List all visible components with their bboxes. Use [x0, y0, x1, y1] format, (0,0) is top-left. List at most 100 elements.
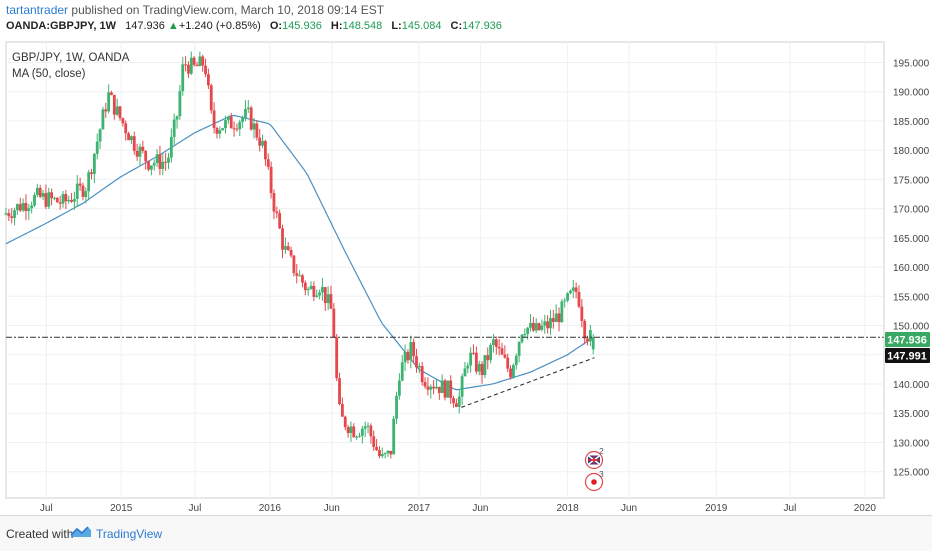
author-link[interactable]: tartantrader [6, 3, 69, 17]
candle [329, 285, 333, 309]
candle-body [489, 345, 493, 361]
open-value: 145.936 [282, 20, 322, 32]
candle-body [309, 285, 313, 289]
legend-ma[interactable]: MA (50, close) [12, 68, 86, 80]
candle [369, 423, 373, 444]
candle [378, 446, 381, 459]
candle [494, 336, 498, 355]
candle-body [329, 294, 333, 309]
candle-body [18, 204, 22, 211]
candle-body [355, 436, 359, 438]
tradingview-logo-icon[interactable] [70, 524, 92, 540]
candle [246, 100, 250, 113]
candle-body [363, 426, 367, 429]
y-tick-label: 150.000 [893, 322, 930, 333]
candle [520, 333, 524, 344]
candle-body [323, 287, 327, 304]
grid [6, 42, 884, 498]
candle-body [135, 150, 139, 157]
candles[interactable] [4, 51, 595, 459]
candle [35, 183, 39, 198]
x-tick-label: Jun [324, 503, 340, 514]
price-chart[interactable]: 195.000 190.000 185.000 180.000 175.000 170.0… [0, 0, 932, 515]
candle-body [332, 308, 336, 338]
candle [346, 424, 350, 438]
candle-body [466, 365, 470, 369]
candle [218, 126, 222, 139]
candle-body [560, 301, 564, 323]
candle [509, 365, 512, 380]
candle-body [326, 294, 330, 304]
candle-body [249, 107, 253, 130]
candle-body [335, 337, 339, 379]
last-price-tag-label: 147.936 [887, 335, 927, 347]
candle-body [198, 56, 202, 67]
candle-body [175, 116, 179, 120]
candle-body [546, 321, 550, 329]
candle [55, 197, 59, 203]
candle [514, 353, 518, 370]
candle-body [73, 198, 76, 202]
candle [591, 334, 595, 355]
support-trendline[interactable] [461, 357, 595, 408]
candle [549, 309, 552, 336]
candle [512, 363, 515, 379]
candle-body [92, 153, 96, 174]
candle [326, 286, 330, 311]
candle [546, 315, 550, 334]
low-value: 145.084 [401, 20, 442, 32]
candle [175, 115, 179, 129]
candle-body [460, 376, 464, 397]
candle-body [187, 64, 190, 74]
candle-body [514, 355, 518, 366]
candle [16, 203, 19, 215]
candle-body [13, 210, 16, 218]
candle [184, 56, 187, 72]
ma-value-tag: 147.991 [885, 348, 930, 363]
candle-body [566, 293, 569, 301]
tradingview-brand-link[interactable]: TradingView [96, 527, 163, 541]
candle [483, 355, 487, 378]
event-flag-uk[interactable]: 2 [584, 446, 605, 470]
candle-body [209, 85, 213, 111]
candle [98, 128, 102, 150]
candle [383, 452, 387, 459]
x-tick-label: 2018 [556, 503, 579, 514]
candle-body [432, 386, 435, 389]
candle [61, 191, 65, 208]
candle-body [286, 246, 290, 251]
x-tick-label: Jul [40, 503, 53, 514]
candle [269, 161, 273, 199]
event-news-jp[interactable]: 3 [584, 469, 605, 492]
candle-body [41, 193, 45, 197]
candle [169, 128, 173, 163]
ma-value-tag-label: 147.991 [887, 351, 927, 363]
candle [275, 206, 279, 219]
candle [397, 373, 401, 400]
candle-body [221, 128, 225, 131]
candle [206, 68, 210, 89]
candle [437, 386, 441, 400]
y-tick-label: 180.000 [893, 146, 930, 157]
candle [432, 379, 435, 395]
candle-body [429, 386, 433, 390]
candle-body [412, 342, 416, 357]
candle-body [107, 92, 111, 112]
candle-body [75, 183, 79, 199]
candle [258, 129, 262, 152]
candle-body [283, 246, 287, 250]
candle [235, 123, 239, 132]
candle [255, 120, 259, 141]
candle-body [523, 334, 527, 336]
close-value: 147.936 [462, 20, 502, 32]
candle [455, 398, 458, 408]
x-tick-label: Jun [621, 503, 637, 514]
candle-body [457, 396, 461, 407]
candle-body [469, 352, 473, 366]
candle-body [386, 450, 390, 454]
last-price-tag: 147.936 [885, 332, 930, 347]
candle [489, 343, 493, 364]
candle-body [389, 450, 393, 455]
candle-body [497, 346, 501, 349]
candle [141, 140, 145, 154]
